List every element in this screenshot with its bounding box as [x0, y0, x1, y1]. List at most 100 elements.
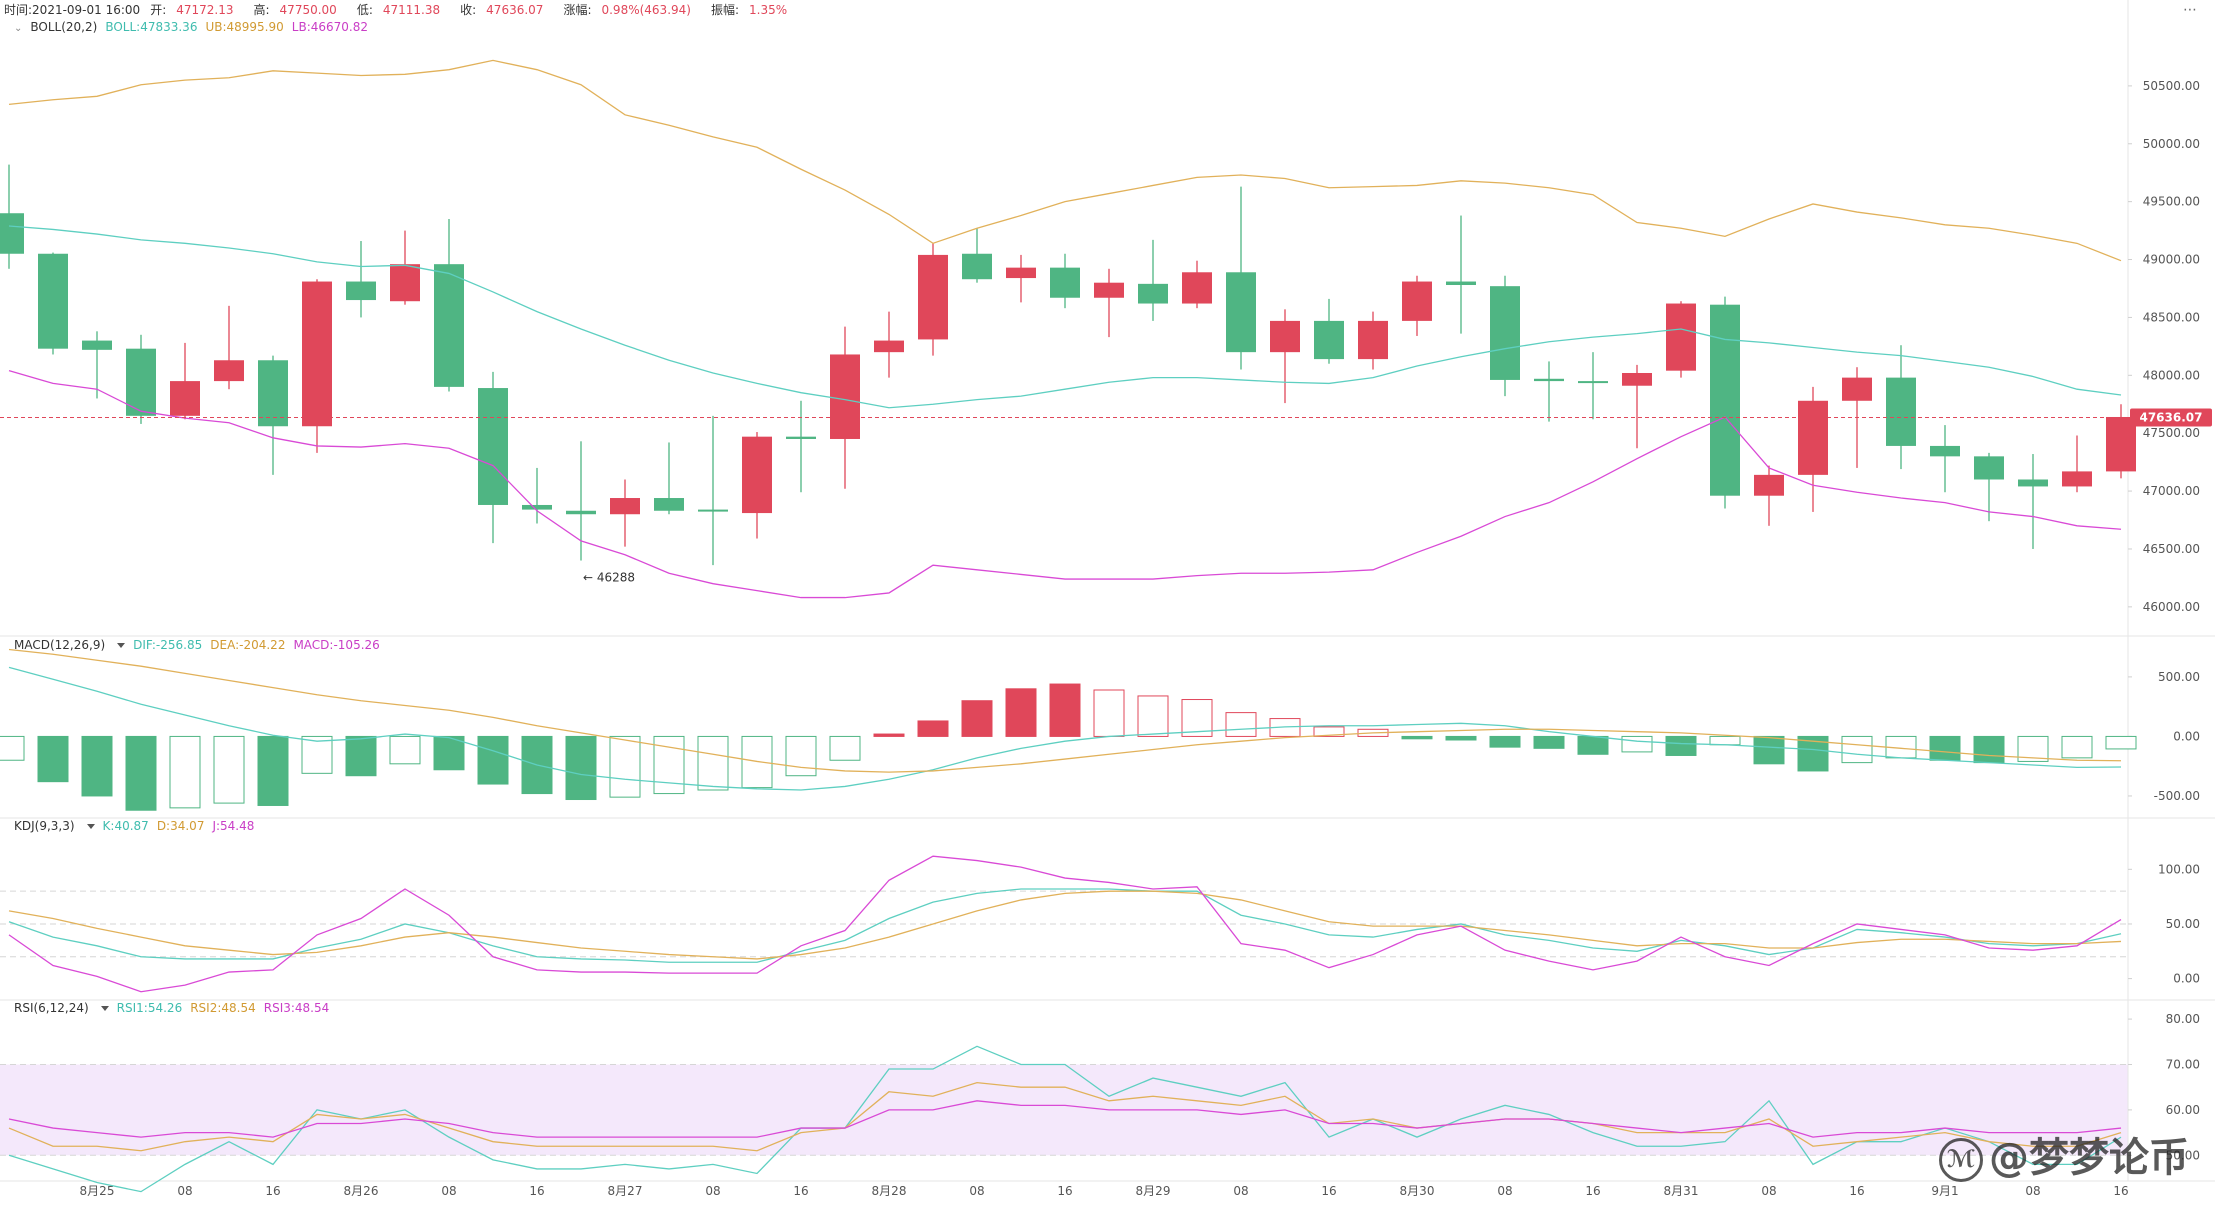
- candle-up: [1842, 377, 1872, 401]
- candle-up: [1358, 320, 1388, 360]
- macd-bar: [477, 735, 509, 785]
- candle-up: [610, 498, 640, 515]
- last-price-label-bg: [2130, 408, 2212, 427]
- price-tick-label: 50000.00: [2143, 137, 2200, 151]
- price-tick-label: 47000.00: [2143, 484, 2200, 498]
- macd-bar: [697, 735, 729, 791]
- macd-bar: [1093, 689, 1125, 737]
- time-tick-label: 08: [969, 1184, 984, 1198]
- kdj-j-line: [8, 855, 2122, 993]
- candle-up: [1006, 267, 1036, 279]
- rsi-rsi2-line: [8, 1081, 2122, 1152]
- candle-down: [346, 281, 376, 301]
- macd-bar: [1489, 735, 1521, 748]
- candle-down: [566, 510, 596, 515]
- macd-bar: [1929, 735, 1961, 761]
- candle-down: [258, 360, 288, 427]
- price-tick-label: 49500.00: [2143, 195, 2200, 209]
- time-tick-label: 16: [1321, 1184, 1336, 1198]
- kdj-d-line: [8, 890, 2122, 960]
- macd-bar: [565, 735, 597, 801]
- macd-bar: [1753, 735, 1785, 765]
- macd-bar: [1005, 688, 1037, 737]
- time-tick-label: 8月27: [608, 1184, 643, 1198]
- macd-bar: [125, 735, 157, 811]
- candle-down: [82, 340, 112, 350]
- candles: [0, 164, 2136, 566]
- price-tick-label: 46500.00: [2143, 542, 2200, 556]
- dropdown-arrow-icon[interactable]: [86, 823, 95, 829]
- time-tick-label: 08: [1761, 1184, 1776, 1198]
- rsi-tick-label: 80.00: [2166, 1012, 2200, 1026]
- macd-bar: [1709, 735, 1741, 746]
- candle-down: [1578, 381, 1608, 384]
- time-tick-label: 08: [441, 1184, 456, 1198]
- candle-up: [1182, 272, 1212, 304]
- dropdown-arrow-icon[interactable]: [117, 642, 126, 648]
- macd-bar: [1841, 735, 1873, 764]
- macd-bar: [873, 733, 905, 737]
- macd-bar: [433, 735, 465, 771]
- chevron-down-icon[interactable]: ⌄: [14, 23, 23, 34]
- time-tick-label: 16: [529, 1184, 544, 1198]
- time-tick-label: 8月31: [1664, 1184, 1699, 1198]
- candle-up: [390, 264, 420, 302]
- macd-bar: [1137, 695, 1169, 737]
- macd-bar: [169, 735, 201, 809]
- candle-down: [1226, 272, 1256, 353]
- kdj-d-value: D:34.07: [156, 819, 205, 833]
- kdj-tick-label: 0.00: [2173, 972, 2200, 986]
- time-tick-label: 08: [1497, 1184, 1512, 1198]
- rsi-legend[interactable]: RSI(6,12,24) RSI1:54.26 RSI2:48.54 RSI3:48.…: [14, 1001, 337, 1015]
- macd-legend[interactable]: MACD(12,26,9) DIF:-256.85 DEA:-204.22 MACD:…: [14, 638, 388, 652]
- candle-down: [0, 213, 24, 254]
- candle-down: [1710, 304, 1740, 496]
- time-tick-label: 16: [1849, 1184, 1864, 1198]
- price-tick-label: 50500.00: [2143, 79, 2200, 93]
- macd-macd-value: MACD:-105.26: [293, 638, 380, 652]
- candle-down: [698, 509, 728, 512]
- macd-dea-line: [8, 648, 2122, 773]
- candle-up: [830, 354, 860, 439]
- candle-up: [742, 436, 772, 514]
- candle-down: [38, 253, 68, 349]
- time-tick-label: 16: [1057, 1184, 1072, 1198]
- macd-bar: [1401, 735, 1433, 740]
- time-tick-label: 8月30: [1400, 1184, 1435, 1198]
- macd-bar: [1621, 735, 1653, 753]
- menu-dots-icon[interactable]: ⋯: [2183, 2, 2197, 18]
- macd-bar: [1533, 735, 1565, 749]
- boll-legend[interactable]: ⌄ BOLL(20,2) BOLL:47833.36 UB:48995.90 LB:46…: [14, 20, 376, 34]
- macd-tick-label: -500.00: [2154, 789, 2200, 803]
- macd-dif-line: [8, 666, 2122, 791]
- time-tick-label: 08: [2025, 1184, 2040, 1198]
- time-tick-label: 8月28: [872, 1184, 907, 1198]
- boll-ub-line: [8, 59, 2122, 262]
- macd-bar: [1665, 735, 1697, 756]
- macd-bar: [301, 735, 333, 774]
- macd-bar: [785, 735, 817, 777]
- candle-up: [1798, 400, 1828, 475]
- candle-down: [654, 498, 684, 511]
- candle-down: [2018, 479, 2048, 487]
- kdj-k-line: [8, 888, 2122, 963]
- macd-bar: [961, 700, 993, 737]
- macd-bar: [2105, 735, 2137, 750]
- time-tick-label: 16: [2113, 1184, 2128, 1198]
- price-tick-label: 47500.00: [2143, 426, 2200, 440]
- macd-bar: [2061, 735, 2093, 759]
- candle-down: [1974, 456, 2004, 480]
- low-label: 低: 47111.38: [356, 3, 441, 17]
- macd-bar: [1049, 683, 1081, 737]
- rsi2-value: RSI2:48.54: [190, 1001, 256, 1015]
- dropdown-arrow-icon[interactable]: [100, 1005, 109, 1011]
- kdj-tick-label: 100.00: [2158, 862, 2200, 876]
- time-tick-label: 16: [793, 1184, 808, 1198]
- macd-tick-label: 500.00: [2158, 670, 2200, 684]
- rsi-name: RSI(6,12,24): [14, 1001, 89, 1015]
- candle-up: [170, 381, 200, 416]
- candle-up: [1754, 474, 1784, 496]
- kdj-legend[interactable]: KDJ(9,3,3) K:40.87 D:34.07 J:54.48: [14, 819, 262, 833]
- candle-down: [1138, 283, 1168, 304]
- time-label: 时间:2021-09-01 16:00: [4, 3, 141, 17]
